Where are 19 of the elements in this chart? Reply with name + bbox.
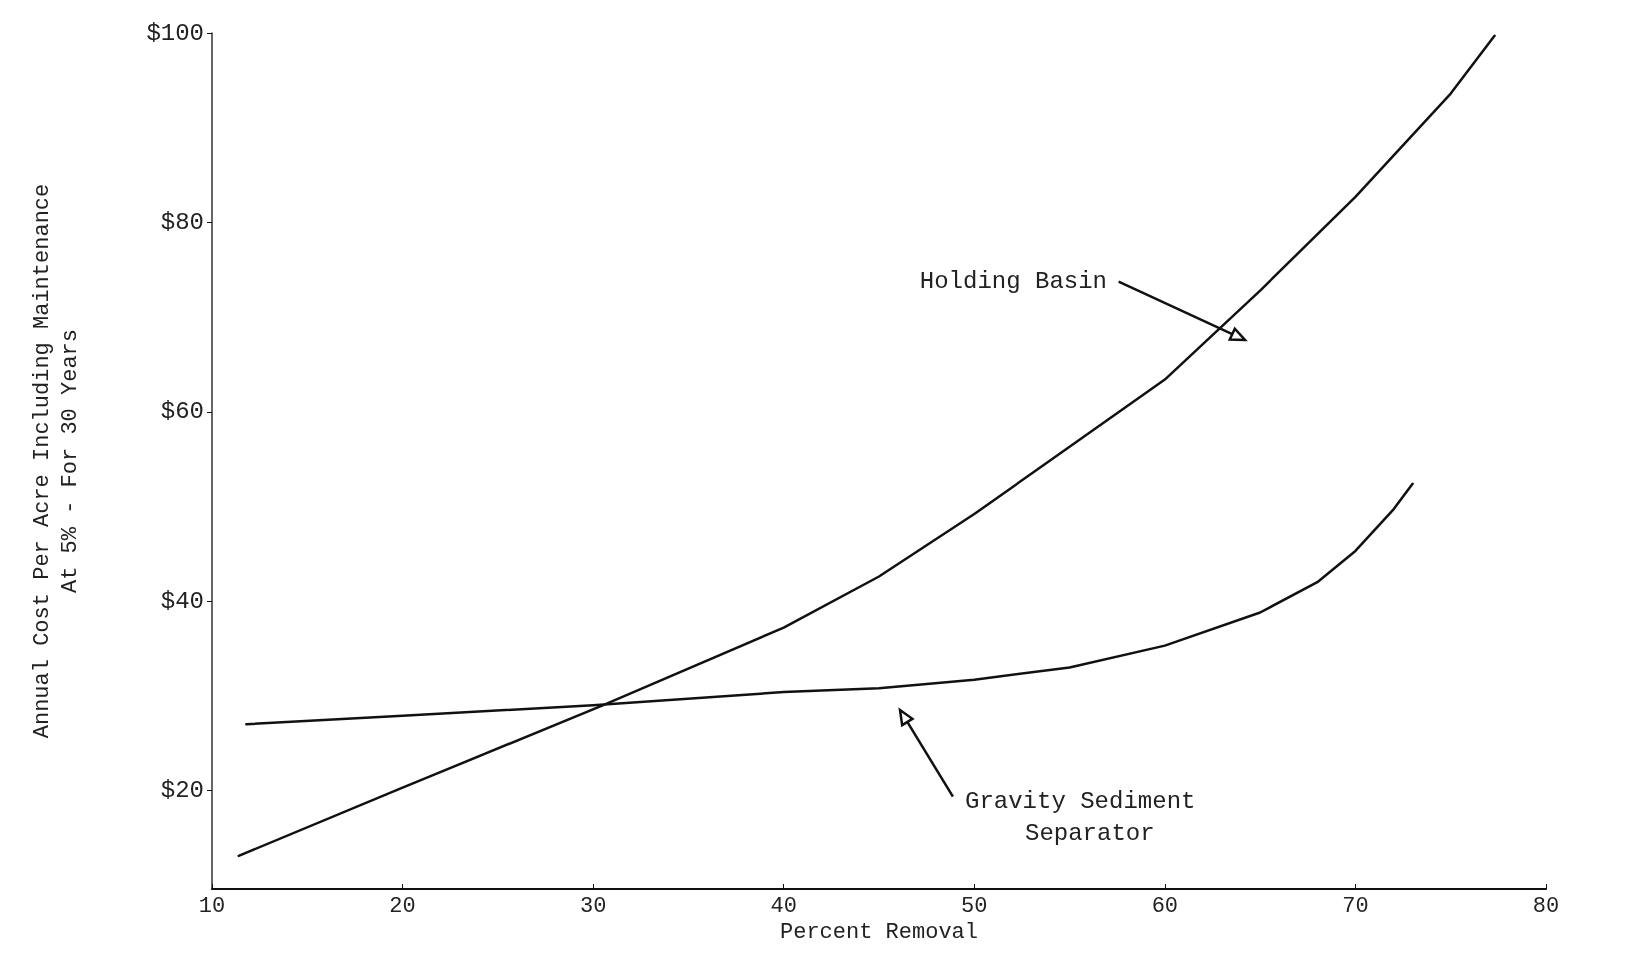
- y-tick-label: $60: [160, 398, 204, 426]
- x-tick-label: 40: [770, 893, 797, 919]
- x-tick-label: 20: [389, 893, 416, 919]
- y-tick-label: $40: [160, 587, 204, 615]
- y-tick-label: $20: [160, 777, 204, 805]
- annotation: Gravity Sediment Separator: [965, 788, 1196, 847]
- line-series: [245, 482, 1414, 726]
- annotation: Holding Basin: [919, 268, 1107, 295]
- y-tick-label: $100: [146, 19, 204, 47]
- line-series: [237, 34, 1496, 858]
- y-axis-title: Annual Cost Per Acre Including Maintenance At 5% - For 30 Years: [29, 183, 83, 739]
- x-tick-label: 80: [1532, 893, 1560, 919]
- x-axis-title: Percent Removal: [779, 920, 979, 946]
- x-tick-label: 10: [198, 893, 226, 919]
- y-tick-label: $80: [160, 208, 204, 236]
- x-tick-label: 70: [1342, 893, 1369, 919]
- x-tick-label: 30: [579, 893, 607, 919]
- x-tick-label: 50: [961, 893, 988, 919]
- x-tick-label: 60: [1151, 893, 1179, 919]
